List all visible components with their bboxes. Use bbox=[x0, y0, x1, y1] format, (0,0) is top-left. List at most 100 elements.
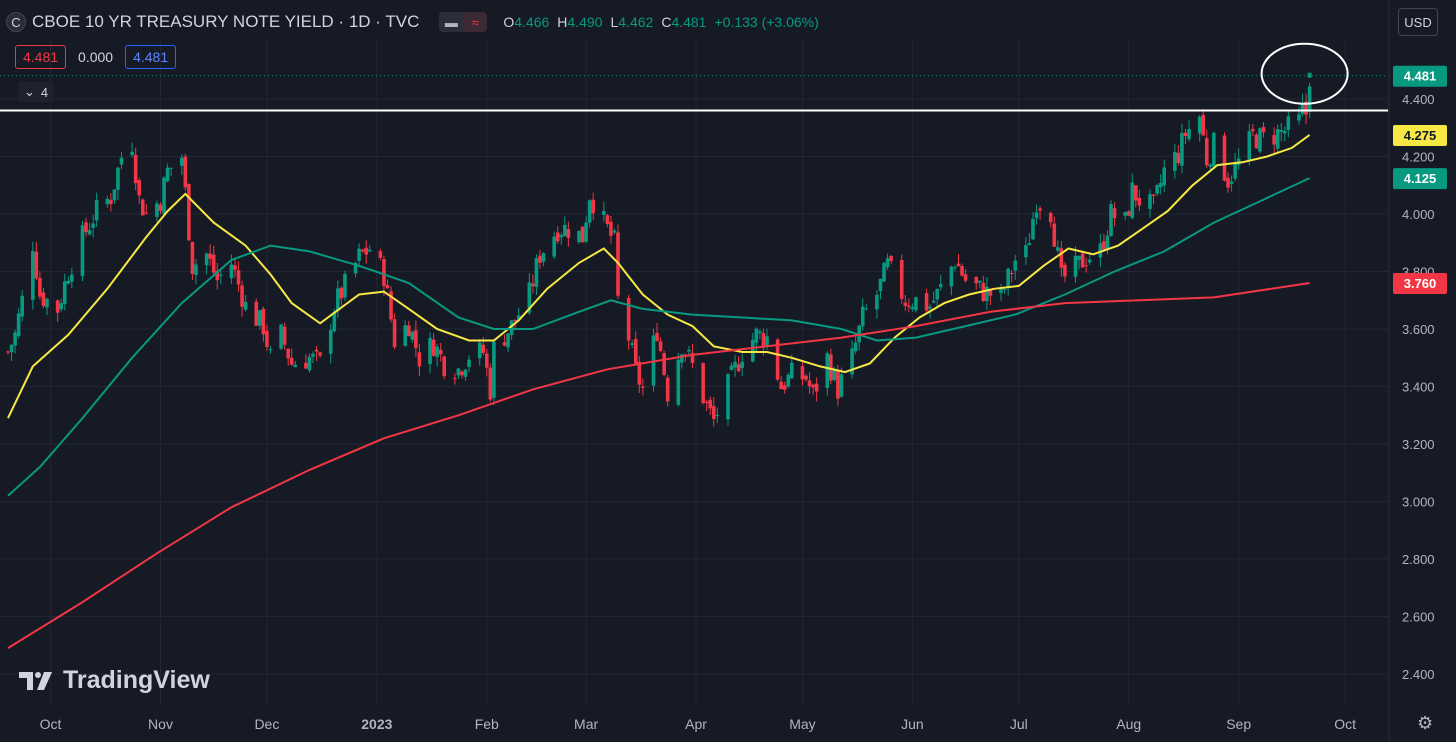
candle-body bbox=[1251, 128, 1255, 132]
candle-body bbox=[1155, 185, 1159, 194]
candle-body bbox=[864, 308, 869, 310]
candle-body bbox=[1109, 203, 1113, 236]
candle-body bbox=[832, 369, 837, 380]
ohlc-readout: O4.466 H4.490 L4.462 C4.481 +0.133 (+3.0… bbox=[503, 14, 818, 30]
candle-body bbox=[999, 287, 1003, 293]
candle-body bbox=[786, 374, 791, 387]
candle-body bbox=[988, 290, 993, 296]
candle-body bbox=[637, 361, 642, 385]
candle-body bbox=[924, 293, 929, 311]
candle-body bbox=[708, 399, 713, 409]
candle-body bbox=[119, 157, 124, 165]
y-tick-label: 2.800 bbox=[1402, 552, 1435, 567]
candle-body bbox=[109, 199, 113, 205]
candle-body bbox=[956, 263, 961, 267]
candle-body bbox=[765, 336, 769, 347]
candle-body bbox=[1123, 212, 1127, 216]
x-tick-label: Nov bbox=[148, 716, 173, 732]
candle-body bbox=[62, 281, 67, 305]
y-tick-label: 4.000 bbox=[1402, 207, 1435, 222]
indicator-value-red[interactable]: 4.481 bbox=[15, 45, 67, 69]
candle-body bbox=[218, 274, 223, 276]
moving-average-line-2 bbox=[7, 177, 1311, 497]
candle-body bbox=[853, 342, 858, 352]
candle-body bbox=[1201, 114, 1206, 136]
candle-body bbox=[1130, 182, 1135, 218]
candle-body bbox=[680, 354, 684, 363]
candle-body bbox=[1013, 260, 1018, 271]
candle-body bbox=[289, 357, 294, 365]
eye-icon[interactable]: ▬ bbox=[444, 14, 458, 30]
candle-body bbox=[928, 306, 932, 309]
candle-body bbox=[183, 156, 188, 188]
candle-body bbox=[704, 401, 709, 404]
candle-body bbox=[882, 263, 886, 282]
candle-body bbox=[782, 385, 787, 390]
candle-body bbox=[733, 361, 737, 368]
symbol-title[interactable]: CBOE 10 YR TREASURY NOTE YIELD · 1D · TV… bbox=[32, 12, 420, 31]
candle-body bbox=[506, 333, 510, 348]
indicator-count: 4 bbox=[40, 84, 49, 100]
candle-body bbox=[403, 325, 408, 346]
candle-body bbox=[179, 157, 184, 166]
candle-body bbox=[580, 226, 585, 243]
moving-average-line-1 bbox=[7, 134, 1311, 419]
candle-body bbox=[938, 284, 943, 288]
candle-body bbox=[555, 232, 560, 242]
candle-body bbox=[914, 297, 918, 311]
candle-body bbox=[382, 259, 386, 286]
candle-body bbox=[829, 354, 833, 381]
gear-icon[interactable]: ⚙ bbox=[1417, 713, 1434, 733]
candle-body bbox=[1112, 208, 1117, 219]
indicator-value-blue[interactable]: 4.481 bbox=[125, 45, 177, 69]
candle-body bbox=[1222, 135, 1227, 181]
candle-body bbox=[612, 230, 617, 233]
candle-body bbox=[481, 344, 486, 353]
x-tick-label: Aug bbox=[1116, 716, 1141, 732]
candle-body bbox=[1084, 265, 1088, 267]
wave-icon[interactable]: ≈ bbox=[463, 12, 488, 32]
candle-body bbox=[463, 369, 468, 377]
candle-body bbox=[715, 415, 720, 417]
candle-body bbox=[41, 292, 46, 306]
candle-body bbox=[1229, 181, 1234, 184]
candle-body bbox=[392, 319, 397, 348]
symbol-icon[interactable]: C bbox=[6, 12, 26, 32]
candle-body bbox=[726, 374, 730, 420]
candle-body bbox=[314, 349, 319, 352]
candle-body bbox=[84, 222, 88, 233]
indicator-value-plain: 0.000 bbox=[78, 49, 114, 65]
x-tick-label: Jul bbox=[1010, 716, 1028, 732]
low-value: 4.462 bbox=[618, 14, 654, 30]
candle-body bbox=[55, 300, 60, 313]
candle-body bbox=[559, 235, 564, 238]
annotation-ellipse bbox=[1260, 42, 1349, 105]
candle-body bbox=[240, 285, 244, 307]
candle-body bbox=[1208, 164, 1213, 167]
indicators-collapse-button[interactable]: ⌄ 4 bbox=[18, 82, 55, 102]
candle-body bbox=[509, 320, 514, 335]
candle-body bbox=[190, 241, 195, 274]
currency-button[interactable]: USD bbox=[1398, 8, 1438, 36]
candle-body bbox=[736, 364, 741, 372]
candle-body bbox=[477, 342, 482, 359]
candle-body bbox=[254, 301, 259, 326]
candle-body bbox=[609, 221, 613, 236]
candle-body bbox=[453, 378, 457, 380]
candle-body bbox=[953, 267, 957, 269]
candle-body bbox=[1286, 116, 1291, 131]
candle-body bbox=[807, 380, 812, 387]
x-tick-label: Apr bbox=[685, 716, 707, 732]
candle-body bbox=[1148, 194, 1152, 209]
close-label: C bbox=[661, 14, 672, 30]
chevron-down-icon: ⌄ bbox=[24, 84, 35, 99]
candle-body bbox=[1024, 245, 1028, 258]
y-tick-labels: 4.4004.2004.0003.8003.6003.4003.2003.000… bbox=[1402, 92, 1435, 682]
candle-body bbox=[935, 289, 940, 300]
candle-body bbox=[389, 291, 393, 320]
candle-body bbox=[577, 230, 581, 243]
candle-body bbox=[211, 254, 216, 273]
x-tick-labels: Oct Nov Dec 2023 Feb Mar Apr May Jun Jul Aug Sep Oct bbox=[40, 716, 1356, 732]
